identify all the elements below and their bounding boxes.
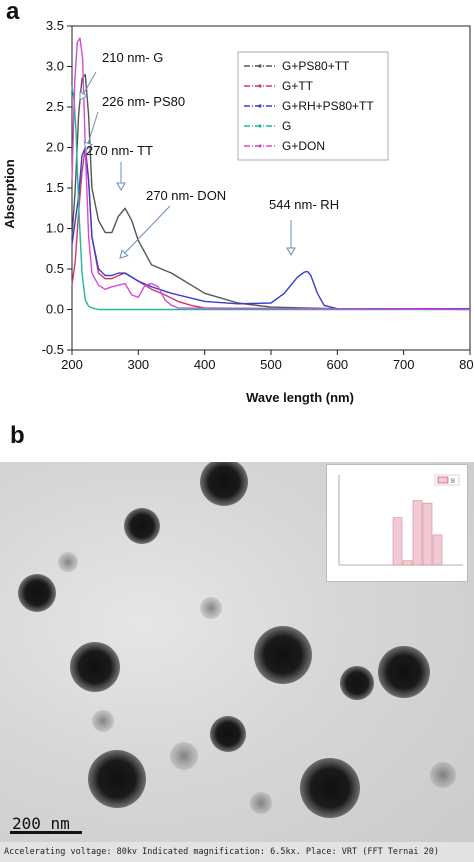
x-axis-label: Wave length (nm) — [246, 390, 354, 405]
histogram-svg: B — [338, 474, 463, 566]
series-line-g-don — [71, 37, 471, 311]
panel-b-label: b — [10, 422, 25, 449]
peak-annotation: 544 nm- RH — [269, 197, 339, 212]
nanoparticle — [70, 642, 120, 692]
scale-bar — [10, 831, 82, 834]
peak-annotation: 226 nm- PS80 — [102, 94, 185, 109]
y-tick-label: 0.0 — [46, 302, 64, 317]
x-tick-label: 400 — [194, 357, 216, 372]
histogram-legend: B — [451, 479, 455, 485]
histogram-bar — [412, 500, 423, 566]
y-tick-label: 2.0 — [46, 140, 64, 155]
y-tick-label: -0.5 — [42, 342, 64, 357]
x-tick-label: 600 — [326, 357, 348, 372]
nanoparticle-faint — [250, 792, 272, 814]
nanoparticle — [210, 716, 246, 752]
series-line-g-rh-ps80-tt — [71, 146, 470, 310]
legend-marker — [258, 64, 262, 68]
nanoparticle-faint — [200, 597, 222, 619]
legend-marker — [258, 84, 262, 88]
y-tick-label: 2.5 — [46, 99, 64, 114]
histogram-bar — [422, 502, 433, 566]
annotation-arrowhead — [119, 249, 129, 259]
nanoparticle — [300, 758, 360, 818]
y-tick-label: 1.0 — [46, 221, 64, 236]
legend-label: G+DON — [282, 139, 325, 153]
histogram-bar — [392, 517, 403, 566]
annotation-arrowhead — [116, 182, 126, 192]
nanoparticle — [88, 750, 146, 808]
nanoparticle — [340, 666, 374, 700]
peak-annotation: 270 nm- DON — [146, 188, 226, 203]
peak-annotation: 210 nm- G — [102, 50, 163, 65]
nanoparticle-faint — [430, 762, 456, 788]
tem-micrograph: B 200 nm Accelerating voltage: 80kv Indi… — [0, 462, 474, 862]
legend-label: G+PS80+TT — [282, 59, 350, 73]
microscope-footer: Accelerating voltage: 80kv Indicated mag… — [0, 842, 474, 862]
nanoparticle — [378, 646, 430, 698]
series-line-g-tt — [71, 146, 470, 310]
nanoparticle — [200, 462, 248, 506]
y-tick-label: 1.5 — [46, 180, 64, 195]
histogram-bar — [402, 560, 413, 566]
legend-label: G+RH+PS80+TT — [282, 99, 374, 113]
annotation-arrowhead — [286, 247, 296, 257]
nanoparticle — [18, 574, 56, 612]
size-histogram-inset: B — [326, 464, 468, 582]
y-axis-label: Absorption — [2, 159, 17, 228]
x-tick-label: 500 — [260, 357, 282, 372]
histogram-bar — [432, 534, 443, 566]
legend-marker — [258, 144, 262, 148]
nanoparticle-faint — [170, 742, 198, 770]
series-line-g-ps80-tt — [71, 73, 470, 310]
y-tick-label: 3.5 — [46, 18, 64, 33]
x-tick-label: 300 — [127, 357, 149, 372]
y-tick-label: 0.5 — [46, 261, 64, 276]
x-tick-label: 200 — [61, 357, 83, 372]
legend-label: G+TT — [282, 79, 314, 93]
chart-annotations-layer: 210 nm- G 226 nm- PS80 270 nm- TT 270 nm- D… — [79, 50, 339, 259]
chart-legend: G+PS80+TT G+TT G+RH+PS80+TT G G+DON — [237, 51, 389, 161]
peak-annotation: 270 nm- TT — [86, 143, 153, 158]
nanoparticle — [254, 626, 312, 684]
annotation-arrowhead — [83, 141, 93, 151]
legend-marker — [258, 104, 262, 108]
scale-bar-label: 200 nm — [12, 814, 70, 833]
series-line-g — [71, 86, 470, 311]
legend-marker — [258, 124, 262, 128]
chart-series-layer — [71, 37, 471, 311]
nanoparticle — [124, 508, 160, 544]
annotation-arrow — [119, 205, 171, 259]
chart-axes: 200 300 400 500 600 700 800 -0.5 0.0 0.5 1.0 1.5 2.0… — [42, 18, 474, 372]
nanoparticle-faint — [58, 552, 78, 572]
annotation-arrowhead — [79, 91, 88, 101]
x-tick-label: 800 — [459, 357, 474, 372]
x-tick-label: 700 — [393, 357, 415, 372]
legend-label: G — [282, 119, 291, 133]
absorption-chart: 200 300 400 500 600 700 800 -0.5 0.0 0.5 1.0 1.5 2.0… — [2, 18, 474, 405]
y-tick-label: 3.0 — [46, 59, 64, 74]
nanoparticle-faint — [92, 710, 114, 732]
panel-a-label: a — [6, 0, 20, 25]
